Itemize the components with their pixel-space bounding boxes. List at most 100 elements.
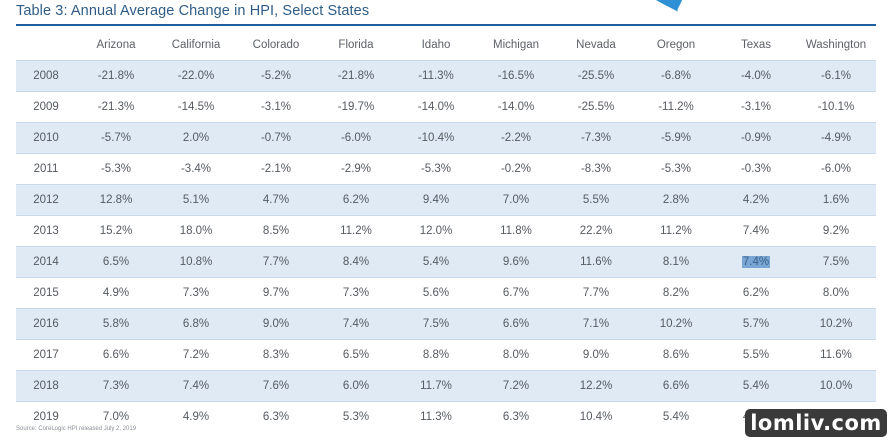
year-cell: 2015 <box>16 277 76 309</box>
year-cell: 2009 <box>16 91 76 123</box>
value-cell: -4.0% <box>716 60 796 92</box>
header-cell-colorado: Colorado <box>252 39 300 51</box>
header-cell-texas: Texas <box>740 39 772 51</box>
value-cell: 9.0% <box>556 339 636 371</box>
header-cell-florida: Florida <box>338 39 374 51</box>
value-cell: 6.6% <box>636 370 716 402</box>
value-cell: -14.0% <box>476 91 556 123</box>
value-cell: -2.1% <box>236 153 316 185</box>
header-cell-year <box>16 30 76 61</box>
value-cell: -2.2% <box>476 122 556 154</box>
value-cell: -10.1% <box>796 91 876 123</box>
value-cell: -21.3% <box>76 91 156 123</box>
swoosh-shape-icon <box>656 0 682 12</box>
value-cell: 4.9% <box>76 277 156 309</box>
value-cell: 12.8% <box>76 184 156 216</box>
value-cell: 10.0% <box>796 370 876 402</box>
value-cell: -4.9% <box>796 122 876 154</box>
table-row: 2012 12.8% 5.1% 4.7% 6.2% 9.4% 7.0% 5.5% 2.8% 4.2… <box>16 184 876 216</box>
value-cell: 11.6% <box>556 246 636 278</box>
table-row: 2015 4.9% 7.3% 9.7% 7.3% 5.6% 6.7% 7.7% 8.2% 6.2%… <box>16 277 876 309</box>
value-cell: 7.3% <box>316 277 396 309</box>
value-cell: 8.0% <box>476 339 556 371</box>
value-cell: 6.3% <box>236 401 316 432</box>
value-cell: -5.3% <box>76 153 156 185</box>
year-cell: 2014 <box>16 246 76 278</box>
header-cell-idaho: Idaho <box>421 39 451 51</box>
value-cell: 1.6% <box>796 184 876 216</box>
value-cell: 7.1% <box>556 308 636 340</box>
value-cell: 7.5% <box>396 308 476 340</box>
year-cell: 2010 <box>16 122 76 154</box>
value-cell: -22.0% <box>156 60 236 92</box>
value-cell: 7.7% <box>556 277 636 309</box>
year-cell: 2016 <box>16 308 76 340</box>
value-cell: 7.0% <box>476 184 556 216</box>
value-cell: -19.7% <box>316 91 396 123</box>
value-cell: 9.7% <box>236 277 316 309</box>
header-cell-washington: Washington <box>805 39 867 51</box>
value-cell: -25.5% <box>556 60 636 92</box>
value-cell: 7.7% <box>236 246 316 278</box>
value-cell: -14.0% <box>396 91 476 123</box>
value-cell: 4.9% <box>156 401 236 432</box>
value-cell: 9.4% <box>396 184 476 216</box>
title-underline <box>16 24 876 26</box>
value-cell: 5.7% <box>716 308 796 340</box>
year-cell: 2012 <box>16 184 76 216</box>
value-cell: -7.3% <box>556 122 636 154</box>
header-row: Arizona California Colorado Florida Idaho Mic… <box>16 30 876 61</box>
value-cell: 6.0% <box>316 370 396 402</box>
year-cell: 2019 <box>16 401 76 432</box>
value-cell: 5.4% <box>636 401 716 432</box>
value-cell: 8.3% <box>236 339 316 371</box>
value-cell: 7.3% <box>76 370 156 402</box>
value-cell: 5.1% <box>156 184 236 216</box>
value-cell: 11.7% <box>396 370 476 402</box>
value-cell: -0.7% <box>236 122 316 154</box>
value-cell: 10.2% <box>796 308 876 340</box>
value-cell: 5.6% <box>396 277 476 309</box>
table-row: 2010 -5.7% 2.0% -0.7% -6.0% -10.4% -2.2% -7.3% -… <box>16 122 876 154</box>
table-row: 2013 15.2% 18.0% 8.5% 11.2% 12.0% 11.8% 22.2% 11… <box>16 215 876 247</box>
value-cell: -5.7% <box>76 122 156 154</box>
header-cell-arizona: Arizona <box>96 39 136 51</box>
value-cell: 10.2% <box>636 308 716 340</box>
value-cell: -0.2% <box>476 153 556 185</box>
value-cell: 5.4% <box>716 370 796 402</box>
value-cell: 7.2% <box>156 339 236 371</box>
value-cell: 18.0% <box>156 215 236 247</box>
value-cell: 7.4% <box>316 308 396 340</box>
table-row: 2008 -21.8% -22.0% -5.2% -21.8% -11.3% -16.5% -… <box>16 60 876 92</box>
value-cell: 7.4% <box>156 370 236 402</box>
value-cell: -11.2% <box>636 91 716 123</box>
table-row: 2018 7.3% 7.4% 7.6% 6.0% 11.7% 7.2% 12.2% 6.6% 5.… <box>16 370 876 402</box>
value-cell: 8.2% <box>636 277 716 309</box>
value-cell: -3.1% <box>716 91 796 123</box>
year-cell: 2008 <box>16 60 76 92</box>
value-cell: 8.8% <box>396 339 476 371</box>
value-cell: -14.5% <box>156 91 236 123</box>
table-title: Table 3: Annual Average Change in HPI, S… <box>16 3 370 19</box>
table-row: 2009 -21.3% -14.5% -3.1% -19.7% -14.0% -14.0% -… <box>16 91 876 123</box>
value-cell: 5.5% <box>716 339 796 371</box>
value-cell: 7.4% <box>716 246 796 278</box>
header-cell-nevada: Nevada <box>576 39 616 51</box>
value-cell: 7.5% <box>796 246 876 278</box>
value-cell: -6.0% <box>316 122 396 154</box>
value-cell: -5.3% <box>396 153 476 185</box>
selected-text-highlight[interactable]: 7.4% <box>741 256 771 268</box>
value-cell: 8.5% <box>236 215 316 247</box>
value-cell: -25.5% <box>556 91 636 123</box>
value-cell: -6.8% <box>636 60 716 92</box>
value-cell: 6.8% <box>156 308 236 340</box>
value-cell: 11.2% <box>636 215 716 247</box>
value-cell: 8.1% <box>636 246 716 278</box>
value-cell: -6.1% <box>796 60 876 92</box>
value-cell: 7.0% <box>76 401 156 432</box>
value-cell: 10.8% <box>156 246 236 278</box>
year-cell: 2011 <box>16 153 76 185</box>
table-row: 2017 6.6% 7.2% 8.3% 6.5% 8.8% 8.0% 9.0% 8.6% 5.5%… <box>16 339 876 371</box>
value-cell: 11.3% <box>396 401 476 432</box>
value-cell: 6.3% <box>476 401 556 432</box>
